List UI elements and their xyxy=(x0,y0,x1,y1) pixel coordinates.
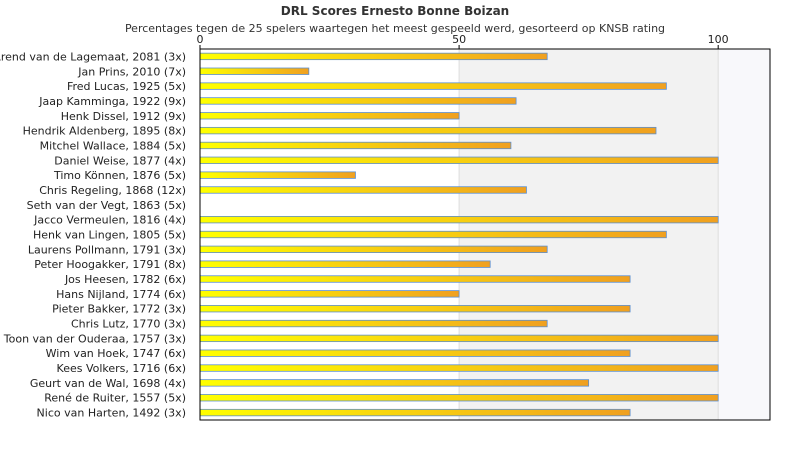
chart-title: DRL Scores Ernesto Bonne Boizan xyxy=(280,4,510,18)
bar-7 xyxy=(199,156,719,164)
category-label-8: Timo Können, 1876 (5x) xyxy=(53,169,186,182)
x-tick-labels: 0 50 100 xyxy=(197,33,729,46)
bar-15 xyxy=(199,275,631,283)
category-label-2: Fred Lucas, 1925 (5x) xyxy=(67,80,186,93)
category-label-18: Chris Lutz, 1770 (3x) xyxy=(71,318,186,331)
category-labels: Arend van de Lagemaat, 2081 (3x) Jan Prin… xyxy=(0,50,186,419)
bar-2 xyxy=(199,82,667,90)
bar-6 xyxy=(199,141,512,150)
bar-20 xyxy=(199,349,631,357)
category-label-12: Henk van Lingen, 1805 (5x) xyxy=(33,229,186,242)
plot-frame xyxy=(199,48,771,421)
category-label-7: Daniel Weise, 1877 (4x) xyxy=(54,154,186,167)
x-tick-label-50: 50 xyxy=(452,33,466,46)
bar-13 xyxy=(199,245,548,253)
bar-19 xyxy=(199,334,719,343)
category-label-4: Henk Dissel, 1912 (9x) xyxy=(61,110,186,123)
background-bands xyxy=(200,49,770,420)
category-label-11: Jacco Vermeulen, 1816 (4x) xyxy=(33,214,186,227)
bars xyxy=(199,52,719,417)
x-tick-label-100: 100 xyxy=(708,33,729,46)
bar-1 xyxy=(199,67,310,75)
category-label-22: Geurt van de Wal, 1698 (4x) xyxy=(30,377,186,390)
bar-12 xyxy=(199,230,667,239)
bar-16 xyxy=(199,290,460,298)
band-100-plus xyxy=(718,49,770,420)
category-label-10: Seth van der Vegt, 1863 (5x) xyxy=(27,199,186,212)
bar-18 xyxy=(199,319,548,328)
category-label-3: Jaap Kamminga, 1922 (9x) xyxy=(38,95,186,108)
category-label-15: Jos Heesen, 1782 (6x) xyxy=(64,273,186,286)
category-label-6: Mitchel Wallace, 1884 (5x) xyxy=(40,139,186,152)
category-label-20: Wim van Hoek, 1747 (6x) xyxy=(46,347,186,360)
category-label-21: Kees Volkers, 1716 (6x) xyxy=(57,362,186,375)
bar-0 xyxy=(199,52,548,61)
bar-17 xyxy=(199,305,631,313)
category-label-23: René de Ruiter, 1557 (5x) xyxy=(44,392,186,405)
category-label-14: Peter Hoogakker, 1791 (8x) xyxy=(34,258,186,271)
bar-5 xyxy=(199,126,657,135)
bar-21 xyxy=(199,364,719,372)
bar-22 xyxy=(199,379,590,387)
x-tick-label-0: 0 xyxy=(197,33,204,46)
category-label-1: Jan Prins, 2010 (7x) xyxy=(77,65,186,78)
bar-3 xyxy=(199,97,517,105)
bar-9 xyxy=(199,186,527,194)
category-label-24: Nico van Harten, 1492 (3x) xyxy=(37,407,186,420)
category-label-13: Laurens Pollmann, 1791 (3x) xyxy=(28,243,186,256)
bar-14 xyxy=(199,260,491,268)
category-label-9: Chris Regeling, 1868 (12x) xyxy=(39,184,186,197)
category-label-19: Toon van der Ouderaa, 1757 (3x) xyxy=(3,332,186,345)
bar-8 xyxy=(199,171,356,179)
category-label-5: Hendrik Aldenberg, 1895 (8x) xyxy=(23,125,186,138)
category-label-0: Arend van de Lagemaat, 2081 (3x) xyxy=(0,50,186,63)
bar-23 xyxy=(199,394,719,402)
category-label-16: Hans Nijland, 1774 (6x) xyxy=(56,288,186,301)
chart-subtitle: Percentages tegen de 25 spelers waartege… xyxy=(124,22,666,35)
category-label-17: Pieter Bakker, 1772 (3x) xyxy=(52,303,186,316)
bar-24 xyxy=(199,408,631,417)
axes xyxy=(199,45,771,421)
bar-11 xyxy=(199,216,719,224)
bar-4 xyxy=(199,112,460,120)
